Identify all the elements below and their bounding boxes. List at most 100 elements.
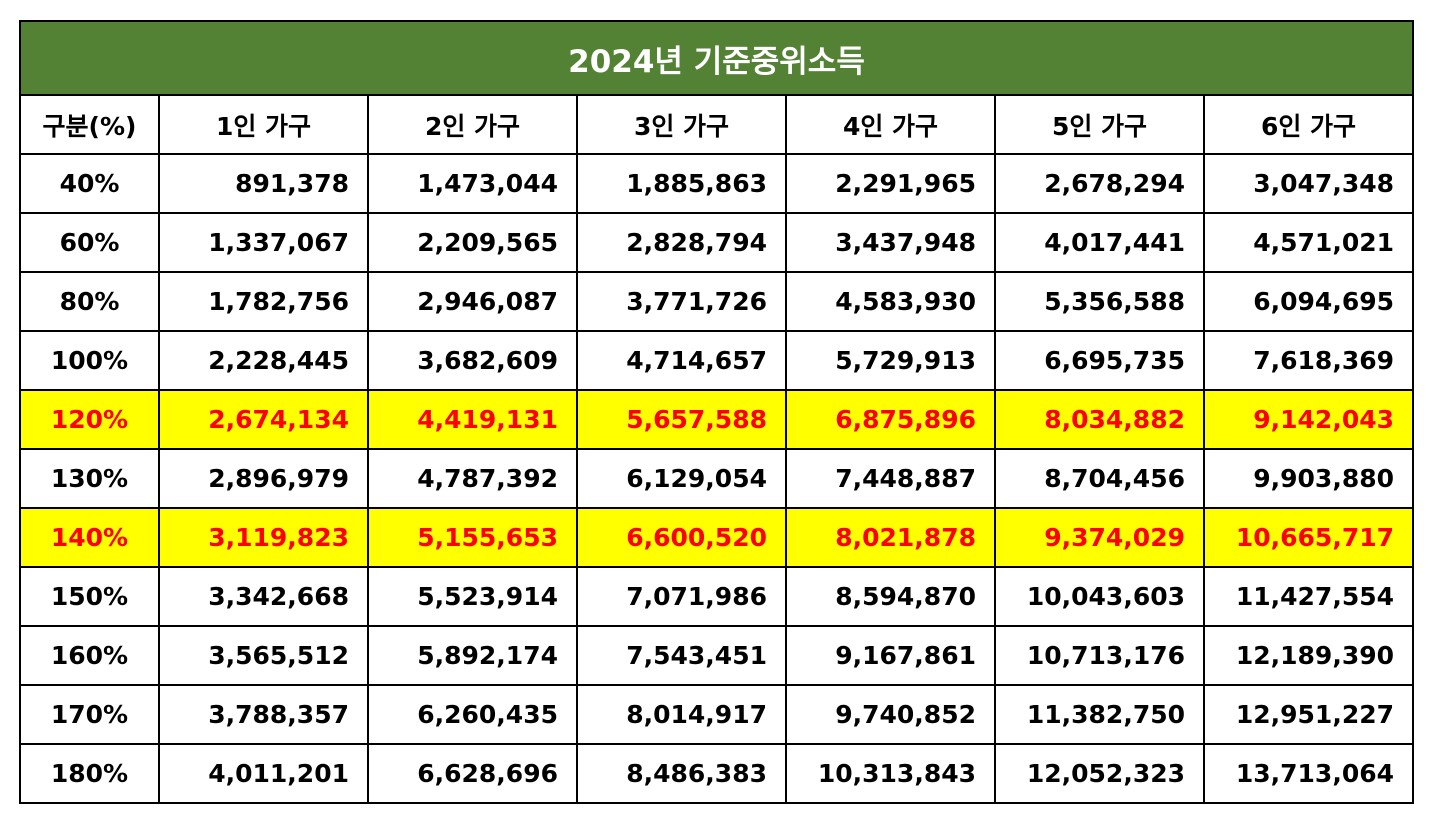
income-value-cell: 8,486,383	[576, 743, 787, 804]
row-percent-label: 180%	[19, 743, 160, 804]
income-value-cell: 2,896,979	[158, 448, 369, 509]
income-value-cell: 5,729,913	[785, 330, 996, 391]
income-value-cell: 3,342,668	[158, 566, 369, 627]
median-income-table: 2024년 기준중위소득 구분(%) 1인 가구 2인 가구 3인 가구 4인 가구 5인…	[18, 20, 1415, 804]
income-value-cell: 3,788,357	[158, 684, 369, 745]
column-header-category: 구분(%)	[19, 94, 160, 155]
income-value-cell: 1,337,067	[158, 212, 369, 273]
income-value-cell: 3,771,726	[576, 271, 787, 332]
income-value-cell: 10,043,603	[994, 566, 1205, 627]
row-percent-label: 140%	[19, 507, 160, 568]
column-header-household-6: 6인 가구	[1202, 94, 1415, 155]
income-value-cell: 9,374,029	[994, 507, 1205, 568]
income-value-cell: 4,787,392	[367, 448, 578, 509]
income-value-cell: 6,129,054	[576, 448, 787, 509]
income-value-cell: 6,695,735	[994, 330, 1205, 391]
income-value-cell: 4,017,441	[994, 212, 1205, 273]
income-value-cell: 4,571,021	[1202, 212, 1415, 273]
income-value-cell: 4,583,930	[785, 271, 996, 332]
income-value-cell: 12,052,323	[994, 743, 1205, 804]
income-value-cell: 6,600,520	[576, 507, 787, 568]
income-value-cell: 2,674,134	[158, 389, 369, 450]
row-percent-label: 80%	[19, 271, 160, 332]
row-percent-label: 40%	[19, 153, 160, 214]
table-row: 170% 3,788,357 6,260,435 8,014,917 9,740,852…	[19, 684, 1415, 745]
table-row: 100% 2,228,445 3,682,609 4,714,657 5,729,913…	[19, 330, 1415, 391]
table-row: 60% 1,337,067 2,209,565 2,828,794 3,437,948 4…	[19, 212, 1415, 273]
table-body: 40% 891,378 1,473,044 1,885,863 2,291,965 2,6…	[19, 153, 1415, 804]
income-value-cell: 3,565,512	[158, 625, 369, 686]
income-value-cell: 2,228,445	[158, 330, 369, 391]
table-title-row: 2024년 기준중위소득	[18, 20, 1415, 96]
row-percent-label: 60%	[19, 212, 160, 273]
table-row: 80% 1,782,756 2,946,087 3,771,726 4,583,930 5…	[19, 271, 1415, 332]
income-value-cell: 7,448,887	[785, 448, 996, 509]
income-value-cell: 4,419,131	[367, 389, 578, 450]
income-value-cell: 891,378	[158, 153, 369, 214]
income-value-cell: 8,704,456	[994, 448, 1205, 509]
income-value-cell: 11,427,554	[1202, 566, 1415, 627]
income-value-cell: 4,714,657	[576, 330, 787, 391]
table-title: 2024년 기준중위소득	[18, 20, 1415, 96]
income-value-cell: 2,678,294	[994, 153, 1205, 214]
income-value-cell: 5,356,588	[994, 271, 1205, 332]
income-value-cell: 1,782,756	[158, 271, 369, 332]
income-value-cell: 7,543,451	[576, 625, 787, 686]
income-value-cell: 11,382,750	[994, 684, 1205, 745]
row-percent-label: 170%	[19, 684, 160, 745]
income-value-cell: 12,189,390	[1202, 625, 1415, 686]
table-row: 160% 3,565,512 5,892,174 7,543,451 9,167,861…	[19, 625, 1415, 686]
table-row: 40% 891,378 1,473,044 1,885,863 2,291,965 2,6…	[19, 153, 1415, 214]
row-percent-label: 160%	[19, 625, 160, 686]
income-value-cell: 2,209,565	[367, 212, 578, 273]
income-value-cell: 9,142,043	[1202, 389, 1415, 450]
income-value-cell: 4,011,201	[158, 743, 369, 804]
table-row: 180% 4,011,201 6,628,696 8,486,383 10,313,84…	[19, 743, 1415, 804]
income-value-cell: 6,260,435	[367, 684, 578, 745]
income-value-cell: 3,437,948	[785, 212, 996, 273]
income-value-cell: 2,828,794	[576, 212, 787, 273]
income-value-cell: 7,618,369	[1202, 330, 1415, 391]
income-value-cell: 7,071,986	[576, 566, 787, 627]
table-header-row: 구분(%) 1인 가구 2인 가구 3인 가구 4인 가구 5인 가구 6인 가구	[19, 94, 1415, 155]
column-header-household-5: 5인 가구	[994, 94, 1205, 155]
column-header-household-4: 4인 가구	[785, 94, 996, 155]
column-header-household-1: 1인 가구	[158, 94, 369, 155]
income-value-cell: 6,094,695	[1202, 271, 1415, 332]
income-value-cell: 6,875,896	[785, 389, 996, 450]
income-value-cell: 2,291,965	[785, 153, 996, 214]
table-row: 140% 3,119,823 5,155,653 6,600,520 8,021,878…	[19, 507, 1415, 568]
income-value-cell: 10,713,176	[994, 625, 1205, 686]
row-percent-label: 120%	[19, 389, 160, 450]
income-value-cell: 10,313,843	[785, 743, 996, 804]
income-value-cell: 8,034,882	[994, 389, 1205, 450]
income-value-cell: 1,473,044	[367, 153, 578, 214]
income-value-cell: 10,665,717	[1202, 507, 1415, 568]
row-percent-label: 130%	[19, 448, 160, 509]
income-value-cell: 13,713,064	[1202, 743, 1415, 804]
income-value-cell: 5,892,174	[367, 625, 578, 686]
income-value-cell: 3,119,823	[158, 507, 369, 568]
row-percent-label: 150%	[19, 566, 160, 627]
income-value-cell: 12,951,227	[1202, 684, 1415, 745]
income-value-cell: 8,014,917	[576, 684, 787, 745]
income-value-cell: 2,946,087	[367, 271, 578, 332]
income-value-cell: 6,628,696	[367, 743, 578, 804]
income-value-cell: 3,682,609	[367, 330, 578, 391]
income-value-cell: 8,021,878	[785, 507, 996, 568]
income-value-cell: 8,594,870	[785, 566, 996, 627]
income-value-cell: 5,523,914	[367, 566, 578, 627]
income-value-cell: 9,740,852	[785, 684, 996, 745]
income-value-cell: 5,657,588	[576, 389, 787, 450]
income-value-cell: 1,885,863	[576, 153, 787, 214]
income-value-cell: 5,155,653	[367, 507, 578, 568]
column-header-household-2: 2인 가구	[367, 94, 578, 155]
row-percent-label: 100%	[19, 330, 160, 391]
table-row: 130% 2,896,979 4,787,392 6,129,054 7,448,887…	[19, 448, 1415, 509]
income-value-cell: 9,903,880	[1202, 448, 1415, 509]
income-value-cell: 3,047,348	[1202, 153, 1415, 214]
table-row: 120% 2,674,134 4,419,131 5,657,588 6,875,896…	[19, 389, 1415, 450]
table-row: 150% 3,342,668 5,523,914 7,071,986 8,594,870…	[19, 566, 1415, 627]
income-value-cell: 9,167,861	[785, 625, 996, 686]
column-header-household-3: 3인 가구	[576, 94, 787, 155]
